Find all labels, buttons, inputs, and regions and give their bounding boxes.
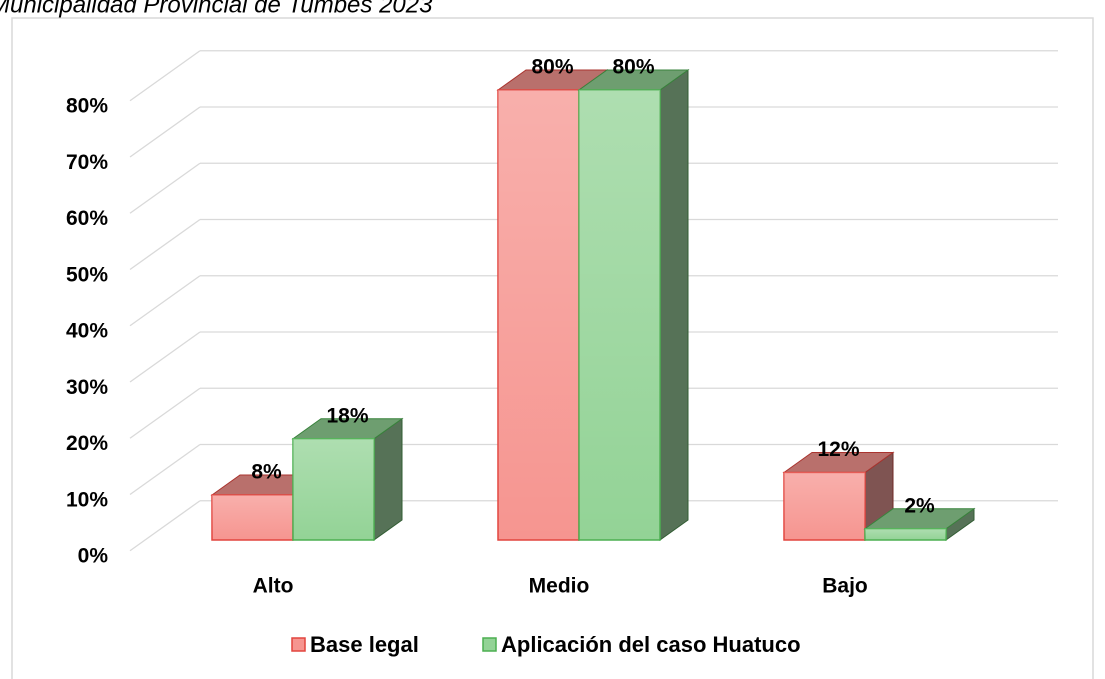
bar — [863, 507, 976, 541]
value-label: 12% — [817, 438, 859, 461]
grid-line — [129, 106, 201, 158]
x-tick-label: Alto — [253, 575, 294, 598]
grid-line — [129, 162, 201, 214]
grid-line — [129, 50, 201, 102]
grid-line — [129, 218, 201, 271]
x-tick-label: Medio — [529, 575, 590, 598]
y-tick-label: 70% — [66, 151, 108, 174]
y-tick-label: 80% — [66, 95, 108, 118]
grid-line — [129, 331, 201, 383]
y-tick-label: 50% — [66, 263, 108, 286]
y-tick-label: 60% — [66, 207, 108, 230]
grid-line — [129, 275, 201, 327]
legend-label: Base legal — [310, 632, 419, 657]
bar-side — [659, 69, 689, 541]
y-tick-label: 0% — [78, 545, 109, 568]
bar — [577, 69, 690, 541]
value-label: 8% — [251, 461, 282, 484]
value-label: 2% — [904, 494, 935, 517]
y-tick-label: 10% — [66, 488, 108, 511]
bar-side — [373, 417, 403, 541]
grid-line — [129, 443, 201, 496]
chart-frame — [11, 17, 1094, 679]
bar — [291, 417, 404, 541]
bar-shine — [498, 90, 579, 540]
x-tick-label: Bajo — [822, 575, 868, 598]
y-tick-label: 40% — [66, 320, 108, 343]
grid-line — [129, 387, 201, 439]
y-tick-label: 20% — [66, 432, 108, 455]
legend-swatch — [482, 637, 497, 652]
bar-shine — [784, 472, 865, 540]
legend-swatch — [291, 637, 306, 652]
bar-shine — [212, 495, 293, 540]
bar — [782, 451, 895, 541]
y-tick-label: 30% — [66, 376, 108, 399]
value-label: 80% — [531, 56, 573, 79]
value-label: 80% — [612, 56, 654, 79]
bar-shine — [579, 90, 660, 540]
legend-label: Aplicación del caso Huatuco — [501, 632, 801, 657]
bar-shine — [865, 528, 946, 540]
grid-line — [129, 500, 201, 552]
chart-title: Municipalidad Provincial de Tumbes 2023 — [0, 0, 433, 18]
bar-shine — [293, 438, 374, 540]
value-label: 18% — [326, 404, 368, 427]
